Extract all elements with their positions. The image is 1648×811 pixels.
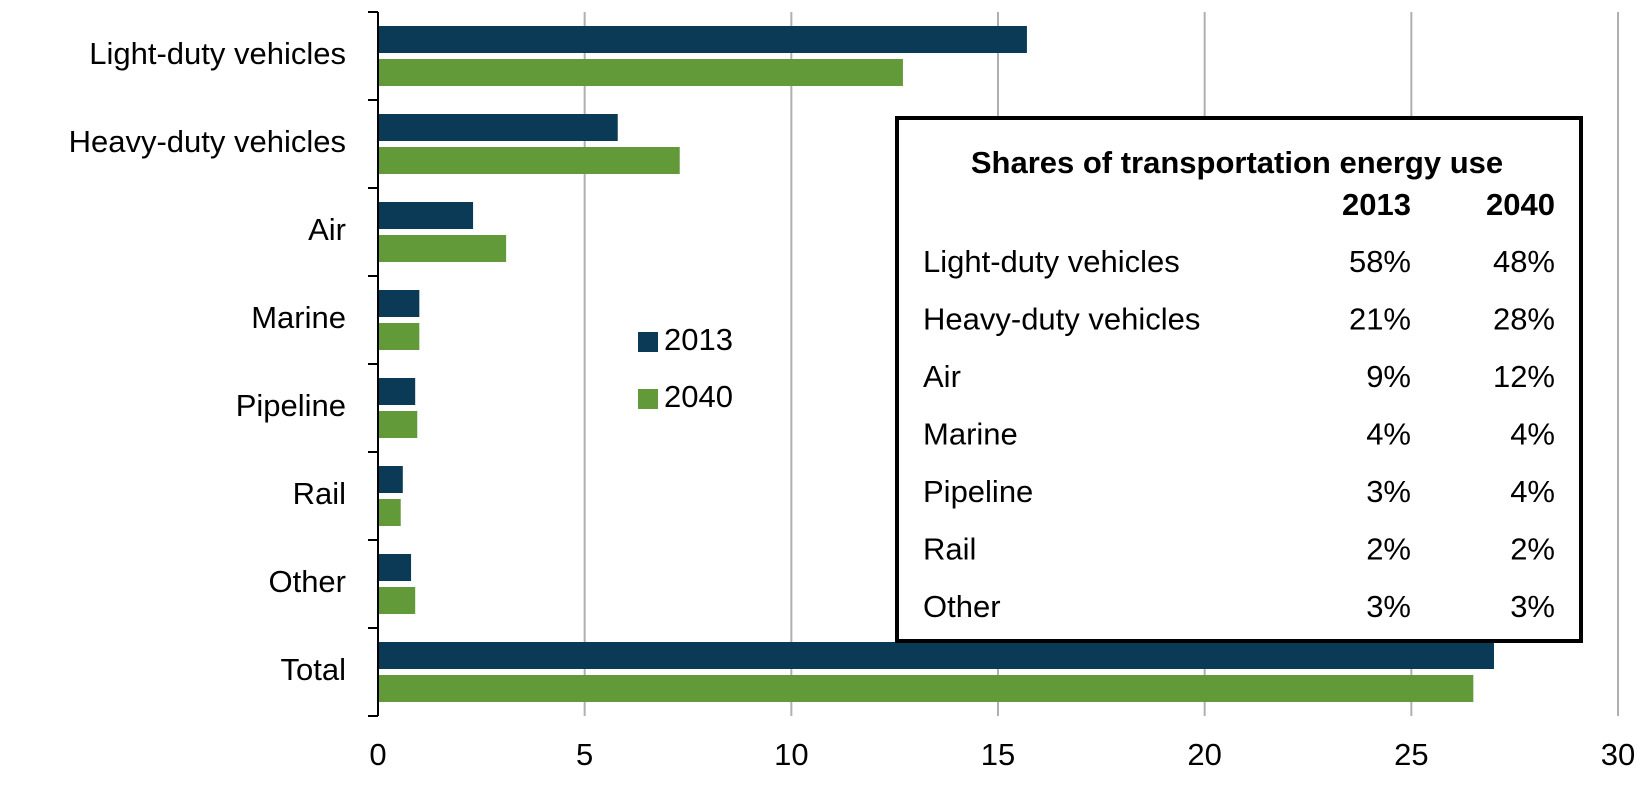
bar xyxy=(378,202,474,229)
table-cell: 58% xyxy=(1349,244,1411,279)
table-cell: 12% xyxy=(1493,359,1555,394)
y-tick-label: Other xyxy=(268,564,346,599)
table-cell: 9% xyxy=(1366,359,1411,394)
table-column-header: 2013 xyxy=(1342,187,1411,222)
table-cell: 3% xyxy=(1366,589,1411,624)
table-column-header: 2040 xyxy=(1486,187,1555,222)
bar xyxy=(378,642,1494,669)
bar xyxy=(378,466,403,493)
x-tick-label: 20 xyxy=(1187,737,1221,772)
table-cell: 3% xyxy=(1366,474,1411,509)
table-row-label: Marine xyxy=(923,417,1018,452)
table-cell: 4% xyxy=(1510,474,1555,509)
y-tick-label: Total xyxy=(281,652,346,687)
legend-swatch xyxy=(638,332,658,352)
bar xyxy=(378,378,416,405)
x-tick-label: 5 xyxy=(576,737,593,772)
table-cell: 4% xyxy=(1510,417,1555,452)
y-tick-label: Pipeline xyxy=(236,388,346,423)
table-cell: 3% xyxy=(1510,589,1555,624)
bar xyxy=(378,499,401,526)
table-cell: 4% xyxy=(1366,417,1411,452)
bar xyxy=(378,235,507,262)
legend-label: 2013 xyxy=(664,322,733,357)
table-cell: 2% xyxy=(1510,532,1555,567)
bar xyxy=(378,290,420,317)
table-row-label: Light-duty vehicles xyxy=(923,244,1180,279)
legend-label: 2040 xyxy=(664,379,733,414)
table-cell: 2% xyxy=(1366,532,1411,567)
x-tick-label: 30 xyxy=(1601,737,1635,772)
y-tick-label: Heavy-duty vehicles xyxy=(69,124,346,159)
bar xyxy=(378,59,903,86)
bar xyxy=(378,587,416,614)
y-tick-label: Air xyxy=(308,212,346,247)
bar xyxy=(378,26,1027,53)
x-tick-label: 15 xyxy=(981,737,1015,772)
table-row-label: Heavy-duty vehicles xyxy=(923,302,1200,337)
table-row-label: Rail xyxy=(923,532,976,567)
table-cell: 28% xyxy=(1493,302,1555,337)
table-cell: 21% xyxy=(1349,302,1411,337)
x-tick-label: 0 xyxy=(369,737,386,772)
y-tick-label: Rail xyxy=(293,476,346,511)
inset-box xyxy=(895,116,1583,643)
bar xyxy=(378,147,680,174)
bar xyxy=(378,411,418,438)
y-tick-label: Light-duty vehicles xyxy=(89,36,346,71)
bar xyxy=(378,554,412,581)
table-cell: 48% xyxy=(1493,244,1555,279)
table-row-label: Other xyxy=(923,589,1001,624)
table-row-label: Pipeline xyxy=(923,474,1033,509)
y-tick-label: Marine xyxy=(251,300,346,335)
bar xyxy=(378,323,420,350)
x-tick-label: 10 xyxy=(774,737,808,772)
table-title: Shares of transportation energy use xyxy=(971,145,1503,180)
legend-swatch xyxy=(638,389,658,409)
bar xyxy=(378,675,1474,702)
x-tick-label: 25 xyxy=(1394,737,1428,772)
bar xyxy=(378,114,618,141)
table-row-label: Air xyxy=(923,359,961,394)
